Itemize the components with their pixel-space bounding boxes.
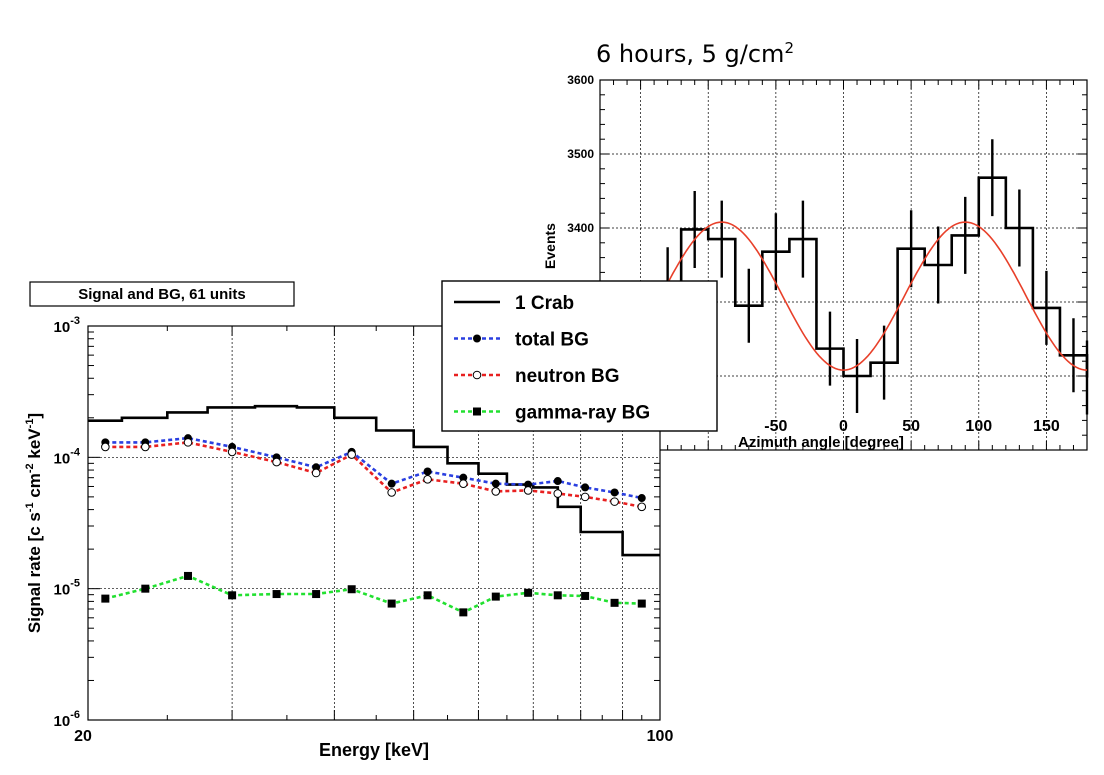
total-bg-point [581, 483, 590, 492]
neutron-bg-point [183, 438, 193, 447]
neutron-bg-line [105, 441, 643, 509]
signal-chart-title: Signal and BG, 61 units [78, 286, 246, 303]
total-bg-point [387, 479, 396, 488]
gamma-ray-bg-point [347, 585, 356, 594]
azimuth-fit-curve [599, 221, 1088, 371]
gamma-ray-bg-point [228, 591, 237, 600]
gamma-ray-bg-point [272, 590, 281, 599]
gamma-ray-bg-line [104, 574, 642, 614]
legend-label-gamma-ray-bg: gamma-ray BG [515, 403, 650, 424]
signal-chart: Signal and BG, 61 units 10-310-410-510-6… [24, 281, 674, 760]
neutron-bg-point [227, 447, 237, 457]
legend-label-1-crab: 1 Crab [515, 293, 574, 314]
azimuth-y-tick-label: 3600 [567, 73, 594, 87]
signal-y-tick-exponent: -6 [70, 709, 80, 721]
signal-y-tick-base: 10 [54, 713, 71, 730]
gamma-ray-bg-point [141, 584, 150, 593]
background-series [101, 434, 647, 617]
signal-x-tick-100: 100 [647, 728, 674, 745]
gamma-ray-bg-point [101, 594, 110, 603]
signal-y-tick-base: 10 [54, 582, 71, 599]
legend-marker-gamma-ray-bg [473, 407, 481, 416]
neutron-bg-point [101, 442, 110, 452]
neutron-bg-point [141, 442, 150, 452]
legend-label-total-bg: total BG [515, 330, 589, 351]
signal-y-tick-label: 10-4 [54, 446, 81, 467]
gamma-ray-bg-point [459, 608, 468, 617]
signal-y-tick-exponent: -4 [70, 446, 81, 458]
signal-y-axis-label: Signal rate [c s-1 cm-2 keV-1] [24, 413, 44, 633]
neutron-bg-point [610, 497, 619, 506]
signal-x-axis-label: Energy [keV] [319, 740, 429, 760]
azimuth-x-tick-label: 150 [1033, 418, 1060, 435]
azimuth-y-tick-label: 3500 [567, 147, 594, 161]
total-bg-point [491, 479, 500, 488]
neutron-bg-point [387, 488, 396, 497]
neutron-bg-point [491, 487, 501, 496]
signal-y-tick-label: 10-3 [54, 315, 80, 336]
neutron-bg-point [347, 450, 356, 459]
crab-step-line [88, 404, 660, 557]
total-bg-point [423, 467, 432, 476]
azimuth-x-tick-label: -50 [764, 418, 787, 435]
signal-y-tick-exponent: -5 [70, 578, 80, 590]
signal-y-tick-base: 10 [54, 319, 71, 336]
gamma-ray-bg-point [524, 588, 533, 597]
total-bg-point [637, 494, 646, 503]
neutron-bg-point [553, 489, 563, 498]
total-bg-line [105, 436, 643, 500]
azimuth-chart-title: 6 hours, 5 g/cm2 [596, 39, 794, 68]
gamma-ray-bg-point [312, 590, 321, 599]
azimuth-x-axis-label: Azimuth angle [degree] [738, 434, 904, 451]
signal-y-tick-label: 10-5 [54, 578, 80, 599]
legend-marker-neutron-bg [472, 370, 482, 380]
legend-box [441, 280, 718, 432]
neutron-bg-point [637, 502, 647, 512]
gamma-ray-bg-point [637, 599, 646, 608]
gamma-ray-bg-point [610, 598, 619, 607]
neutron-bg-point [580, 492, 590, 502]
crab-spectrum [88, 404, 660, 557]
total-bg-point [610, 488, 619, 497]
azimuth-x-ticks: -50 0 50 100 150 [599, 80, 1088, 450]
signal-chart-title-box [29, 281, 295, 307]
signal-y-tick-exponent: -3 [70, 315, 80, 327]
neutron-bg-point [523, 486, 533, 495]
signal-x-tick-20: 20 [74, 728, 92, 745]
neutron-bg-point [311, 468, 321, 478]
total-bg-point [553, 477, 562, 486]
azimuth-x-tick-label: 50 [902, 418, 920, 435]
neutron-bg-point [272, 457, 281, 467]
gamma-ray-bg-point [581, 591, 590, 600]
azimuth-y-tick-label: 3400 [567, 221, 594, 235]
signal-y-tick-label: 10-6 [54, 709, 80, 730]
azimuth-y-axis-label: Events [542, 223, 558, 269]
azimuth-histogram-steps [600, 176, 1089, 378]
legend: 1 Crab total BG neutron BG gamma-ray BG [441, 280, 718, 432]
signal-y-tick-base: 10 [54, 450, 71, 467]
total-bg-point [459, 473, 468, 482]
legend-marker-total-bg [473, 334, 481, 343]
gamma-ray-bg-point [184, 571, 193, 580]
neutron-bg-point [423, 475, 432, 484]
gamma-ray-bg-point [423, 591, 432, 600]
azimuth-histogram [600, 139, 1089, 415]
gamma-ray-bg-point [491, 592, 500, 601]
azimuth-x-tick-label: 0 [839, 418, 848, 435]
gamma-ray-bg-point [553, 591, 562, 600]
gamma-ray-bg-point [387, 599, 396, 608]
azimuth-x-tick-label: 100 [965, 418, 992, 435]
neutron-bg-point [459, 479, 468, 488]
legend-label-neutron-bg: neutron BG [515, 366, 620, 387]
